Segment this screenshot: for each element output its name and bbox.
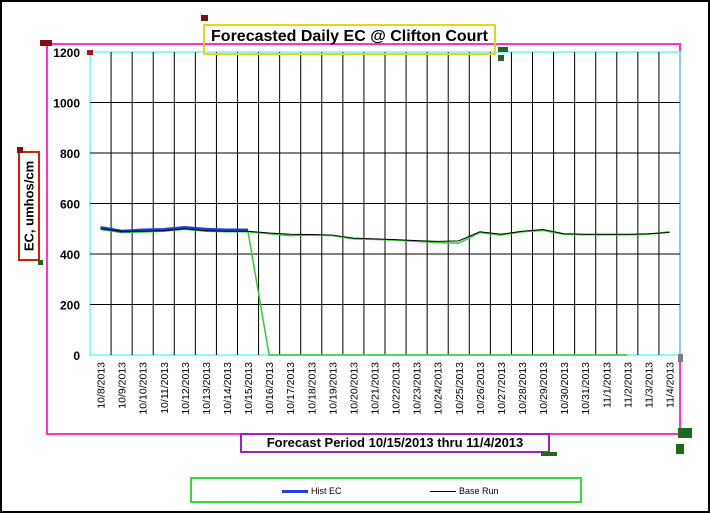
chart-corner-marker-2 xyxy=(676,444,684,454)
x-tick-label: 10/19/2013 xyxy=(327,362,339,415)
legend-label-base-run: Base Run xyxy=(459,486,499,496)
x-tick-label: 10/24/2013 xyxy=(433,362,445,415)
series-line-3 xyxy=(247,231,628,356)
y-tick-label: 600 xyxy=(60,198,80,212)
x-tick-label: 10/9/2013 xyxy=(117,362,129,409)
plot-corner-marker xyxy=(678,354,683,362)
series-line-1 xyxy=(100,228,670,242)
x-tick-label: 10/15/2013 xyxy=(243,362,255,415)
plot-area-handle-marker xyxy=(87,50,93,55)
y-axis-label: EC, umhos/cm xyxy=(21,160,37,252)
x-tick-label: 10/22/2013 xyxy=(391,362,403,415)
x-tick-label: 11/3/2013 xyxy=(643,362,655,408)
x-tick-label: 10/28/2013 xyxy=(517,362,529,415)
series-line-2 xyxy=(100,228,670,244)
x-tick-label: 10/17/2013 xyxy=(285,362,297,415)
x-tick-label: 10/16/2013 xyxy=(264,362,276,415)
x-axis-label: Forecast Period 10/15/2013 thru 11/4/201… xyxy=(240,433,550,453)
y-tick-label: 1200 xyxy=(53,46,80,60)
x-tick-label: 10/14/2013 xyxy=(222,362,234,415)
y-tick-label: 1000 xyxy=(53,97,80,111)
legend-swatch-base-run xyxy=(430,490,456,492)
x-tick-label: 10/25/2013 xyxy=(454,362,466,415)
xlabel-corner-marker xyxy=(541,452,557,456)
legend-swatch-hist-ec xyxy=(282,489,308,493)
x-tick-label: 11/1/2013 xyxy=(601,362,613,408)
x-tick-label: 10/11/2013 xyxy=(159,362,171,414)
x-tick-label: 10/12/2013 xyxy=(180,362,192,415)
x-tick-label: 10/30/2013 xyxy=(559,362,571,415)
y-tick-label: 800 xyxy=(60,147,80,161)
x-tick-label: 10/29/2013 xyxy=(538,362,550,415)
chart-area-handle-marker xyxy=(40,40,52,46)
ylabel-handle-marker xyxy=(17,147,23,153)
y-axis-label-box: EC, umhos/cm xyxy=(18,151,40,261)
x-tick-label: 10/21/2013 xyxy=(369,362,381,415)
y-tick-label: 200 xyxy=(60,299,80,313)
x-tick-label: 10/18/2013 xyxy=(306,362,318,415)
x-tick-label: 10/26/2013 xyxy=(475,362,487,415)
y-tick-label: 400 xyxy=(60,248,80,262)
title-corner-marker-2 xyxy=(498,55,504,61)
title-corner-marker xyxy=(498,47,508,52)
x-tick-label: 11/4/2013 xyxy=(664,362,676,408)
legend-label-hist-ec: Hist EC xyxy=(311,486,342,496)
x-tick-label: 10/13/2013 xyxy=(201,362,213,415)
x-tick-label: 10/27/2013 xyxy=(496,362,508,415)
x-tick-label: 11/2/2013 xyxy=(622,362,634,408)
y-tick-label: 0 xyxy=(73,349,80,363)
x-tick-label: 10/10/2013 xyxy=(138,362,150,415)
x-tick-label: 10/31/2013 xyxy=(580,362,592,415)
x-tick-label: 10/20/2013 xyxy=(348,362,360,415)
x-tick-label: 10/8/2013 xyxy=(96,362,108,409)
legend-item-base-run: Base Run xyxy=(430,486,499,496)
legend: Hist EC Base Run xyxy=(190,477,582,503)
chart-title: Forecasted Daily EC @ Clifton Court xyxy=(203,24,496,55)
chart-corner-marker xyxy=(678,428,692,438)
title-handle-marker xyxy=(201,15,208,21)
x-tick-label: 10/23/2013 xyxy=(412,362,424,415)
legend-item-hist-ec: Hist EC xyxy=(282,486,342,496)
ylabel-corner-marker xyxy=(38,260,43,265)
